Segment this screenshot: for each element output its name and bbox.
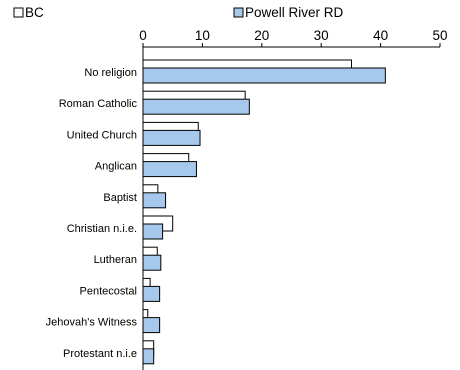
- category-labels: No religion Roman Catholic United Church An…: [46, 67, 138, 360]
- bar-group: [142, 59, 386, 84]
- x-tick-label: 30: [314, 28, 329, 43]
- bar-group: [142, 90, 250, 115]
- category-label: Anglican: [95, 161, 137, 173]
- category-label: Pentecostal: [80, 285, 137, 297]
- category-label: Protestant n.i.e: [63, 348, 137, 360]
- bar-powell-river-rd: [142, 161, 197, 178]
- bars: [142, 59, 386, 365]
- bar-powell-river-rd: [142, 129, 201, 146]
- bar-powell-river-rd: [142, 317, 161, 334]
- x-tick-label: 10: [195, 28, 210, 43]
- bar-powell-river-rd: [142, 254, 162, 271]
- bar-powell-river-rd: [142, 285, 161, 302]
- bar-powell-river-rd: [142, 192, 167, 209]
- category-label: Jehovah's Witness: [46, 317, 138, 329]
- bar-group: [142, 277, 161, 302]
- legend-label: BC: [25, 5, 44, 20]
- bar-group: [142, 153, 197, 178]
- bar-group: [142, 215, 174, 240]
- category-label: Roman Catholic: [59, 98, 138, 110]
- category-label: Baptist: [103, 192, 137, 204]
- x-axis: 0 10 20 30 40 50: [139, 28, 448, 47]
- category-label: Christian n.i.e.: [67, 223, 137, 235]
- legend: BC Powell River RD: [13, 5, 344, 20]
- category-label: United Church: [67, 129, 137, 141]
- bar-group: [142, 184, 167, 209]
- legend-swatch: [233, 7, 244, 18]
- bar-group: [142, 121, 201, 146]
- category-label: No religion: [84, 67, 137, 79]
- bar-powell-river-rd: [142, 67, 386, 84]
- bar-powell-river-rd: [142, 223, 164, 240]
- bar-group: [142, 246, 162, 271]
- x-tick-label: 20: [254, 28, 269, 43]
- bar-group: [142, 309, 161, 334]
- legend-swatch: [13, 7, 24, 18]
- bar-powell-river-rd: [142, 98, 250, 115]
- legend-label: Powell River RD: [245, 5, 344, 20]
- bar-powell-river-rd: [142, 348, 155, 365]
- category-label: Lutheran: [94, 254, 137, 266]
- bar-group: [142, 340, 155, 365]
- x-tick-label: 50: [432, 28, 447, 43]
- x-tick-label: 40: [373, 28, 388, 43]
- x-tick-label: 0: [139, 28, 147, 43]
